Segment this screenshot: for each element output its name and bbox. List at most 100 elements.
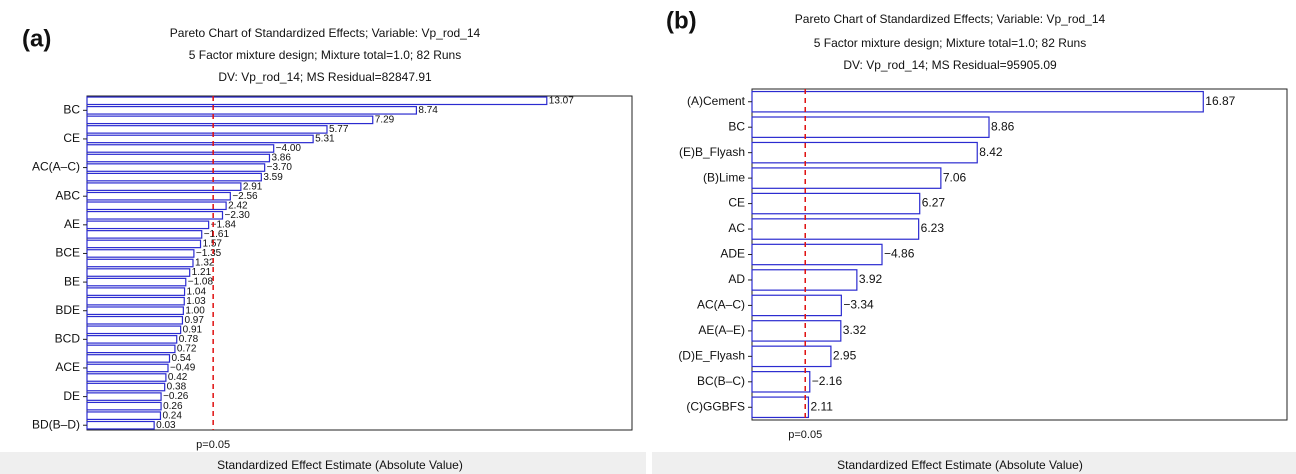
- value-label: 13.07: [549, 95, 574, 106]
- value-label: 2.11: [810, 399, 833, 413]
- y-tick-label: (C)GGBFS: [686, 399, 745, 413]
- value-label: −3.70: [267, 162, 293, 173]
- y-tick-label: AC(A–C): [32, 160, 80, 174]
- chart-subtitle: DV: Vp_rod_14; MS Residual=95905.09: [843, 58, 1057, 72]
- value-label: 0.91: [183, 324, 203, 335]
- chart-title: Pareto Chart of Standardized Effects; Va…: [170, 26, 481, 40]
- bar: [86, 344, 176, 354]
- value-label: −0.26: [163, 391, 189, 402]
- bar: [86, 125, 328, 134]
- y-tick-label: AC: [728, 221, 745, 235]
- y-tick-label: (E)B_Flyash: [679, 145, 745, 159]
- bar: [86, 363, 169, 373]
- x-axis-label: Standardized Effect Estimate (Absolute V…: [217, 458, 463, 472]
- bar: [751, 396, 810, 419]
- y-tick-label: BC(B–C): [697, 374, 745, 388]
- bar: [86, 134, 314, 144]
- value-label: −0.49: [170, 363, 196, 374]
- bar: [751, 371, 811, 393]
- y-tick-label: BDE: [55, 303, 80, 317]
- value-label: 0.38: [167, 382, 187, 393]
- bar: [751, 218, 920, 240]
- value-label: 8.86: [991, 119, 1015, 133]
- value-label: 1.32: [195, 258, 215, 269]
- value-label: 0.03: [156, 420, 176, 431]
- bar: [86, 420, 155, 430]
- value-label: −4.86: [884, 247, 915, 261]
- x-axis-label: Standardized Effect Estimate (Absolute V…: [837, 458, 1083, 472]
- y-tick-label: AC(A–C): [697, 298, 745, 312]
- value-label: 7.29: [375, 114, 395, 125]
- value-label: 0.72: [177, 344, 197, 355]
- value-label: −4.00: [276, 143, 302, 154]
- value-label: 0.97: [184, 315, 204, 326]
- value-label: 6.27: [922, 196, 946, 210]
- value-label: −2.16: [812, 374, 843, 388]
- value-label: 2.91: [243, 181, 263, 192]
- value-label: 0.24: [162, 410, 182, 421]
- bar: [751, 294, 842, 317]
- bar: [86, 144, 275, 153]
- bar: [751, 345, 832, 368]
- bar: [86, 354, 171, 363]
- value-label: −2.30: [224, 210, 250, 221]
- value-label: 3.32: [843, 323, 867, 337]
- footer-strip: [0, 452, 646, 474]
- y-tick-label: ADE: [720, 247, 745, 261]
- y-tick-label: ABC: [55, 188, 80, 202]
- y-tick-label: AD: [728, 272, 745, 286]
- value-label: 7.06: [943, 170, 967, 184]
- bar: [86, 315, 184, 325]
- bar: [86, 249, 195, 258]
- y-tick-label: BC: [728, 119, 745, 133]
- bar: [751, 269, 858, 291]
- bar: [86, 115, 374, 125]
- chart-subtitle: 5 Factor mixture design; Mixture total=1…: [189, 48, 461, 62]
- y-tick-label: BCD: [55, 332, 81, 346]
- reference-label: p=0.05: [196, 439, 230, 451]
- bar: [86, 382, 166, 392]
- y-tick-label: ACE: [55, 360, 80, 374]
- bar: [86, 325, 182, 335]
- y-tick-label: AE: [64, 217, 80, 231]
- y-tick-label: BCE: [55, 246, 80, 260]
- bar: [86, 411, 162, 421]
- value-label: 1.00: [185, 305, 205, 316]
- chart-subtitle: 5 Factor mixture design; Mixture total=1…: [814, 36, 1086, 50]
- value-label: 3.86: [271, 153, 291, 164]
- bar: [86, 163, 266, 172]
- y-tick-label: BC: [63, 102, 80, 116]
- value-label: 8.74: [418, 105, 438, 116]
- bar: [751, 116, 990, 138]
- bar: [751, 141, 978, 164]
- y-tick-label: (D)E_Flyash: [678, 349, 745, 363]
- bar: [751, 192, 921, 215]
- bar: [86, 191, 231, 201]
- bar: [86, 268, 191, 277]
- value-label: 1.21: [192, 267, 212, 278]
- value-label: −1.08: [188, 277, 214, 288]
- value-label: −1.84: [211, 219, 237, 230]
- value-label: 3.92: [859, 272, 883, 286]
- value-label: 2.95: [833, 349, 857, 363]
- value-label: 1.04: [187, 286, 207, 297]
- value-label: 0.54: [172, 353, 192, 364]
- y-tick-label: DE: [63, 389, 80, 403]
- y-tick-label: (A)Cement: [687, 94, 746, 108]
- value-label: 3.59: [263, 172, 283, 183]
- bar: [86, 401, 162, 411]
- value-label: 1.03: [186, 296, 206, 307]
- y-tick-label: CE: [728, 196, 745, 210]
- bar: [86, 277, 187, 287]
- y-tick-label: (B)Lime: [703, 170, 745, 184]
- bar: [86, 105, 418, 115]
- bar: [86, 335, 178, 344]
- value-label: 2.42: [228, 200, 248, 211]
- y-tick-label: BD(B–D): [32, 417, 80, 431]
- chart-title: Pareto Chart of Standardized Effects; Va…: [795, 12, 1106, 26]
- chart-subtitle: DV: Vp_rod_14; MS Residual=82847.91: [218, 70, 432, 84]
- bar: [86, 306, 184, 316]
- bar: [86, 96, 548, 106]
- bar: [86, 230, 203, 239]
